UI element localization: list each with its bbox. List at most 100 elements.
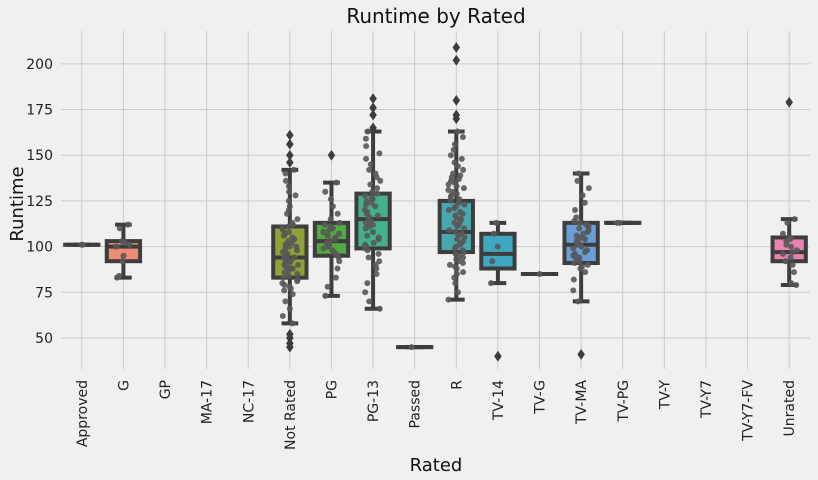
swarm-point [784,219,791,226]
x-tick-label: TV-Y [657,380,673,411]
swarm-point [119,258,126,265]
x-tick-label: TV-14 [491,380,507,421]
swarm-point [334,210,341,217]
box-group [562,170,600,360]
swarm-point [120,252,127,259]
y-tick-label: 100 [26,240,53,256]
swarm-point [285,183,292,190]
swarm-point [294,261,301,268]
swarm-point [446,227,453,234]
swarm-point [286,188,293,195]
y-tick-label: 200 [26,57,53,73]
swarm-point [576,225,583,232]
x-axis-ticks: Approved G GP MA-17 NC-17 Not Rated PG PG-13 Pas… [75,380,798,450]
swarm-point [570,245,577,252]
swarm-point [289,291,296,298]
x-tick-label: G [116,380,132,391]
swarm-point [450,146,457,153]
swarm-point [375,250,382,257]
swarm-point [494,243,501,250]
swarm-point [376,150,383,157]
swarm-point [289,320,296,327]
outlier-point [286,138,294,150]
swarm-point [459,133,466,140]
swarm-point [334,265,341,272]
outlier-point [494,350,502,362]
swarm-point [361,207,368,214]
swarm-point [374,190,381,197]
swarm-point [332,234,339,241]
x-tick-label: TV-MA [574,380,590,425]
outlier-point [286,328,294,340]
swarm-point [376,305,383,312]
x-tick-label: GP [158,380,174,399]
swarm-point [118,238,125,245]
swarm-point [445,207,452,214]
swarm-point [364,280,371,287]
swarm-point [573,238,580,245]
swarm-point [408,344,415,351]
swarm-point [116,272,123,279]
y-axis-ticks: 50 75 100 125 150 175 200 [26,57,53,347]
swarm-point [575,298,582,305]
swarm-point [362,135,369,142]
swarm-point [571,250,578,257]
swarm-point [361,192,368,199]
x-tick-label: TV-PG [616,380,632,423]
box-group [312,149,351,299]
swarm-point [125,221,132,228]
swarm-point [280,274,287,281]
swarm-point [113,243,120,250]
swarm-point [451,219,458,226]
swarm-point [282,298,289,305]
swarm-point [369,228,376,235]
swarm-point [572,207,579,214]
swarm-point [289,219,296,226]
swarm-point [493,219,500,226]
swarm-point [459,247,466,254]
swarm-point [291,254,298,261]
swarm-point [374,212,381,219]
swarm-point [279,225,286,232]
x-tick-label: NC-17 [241,380,257,423]
outlier-point [452,109,461,121]
swarm-point [363,155,370,162]
swarm-point [456,196,463,203]
outlier-point [452,42,461,53]
swarm-point [452,280,459,287]
swarm-point [453,270,460,277]
swarm-point [286,203,293,210]
box-group [479,219,517,362]
swarm-point [452,212,459,219]
swarm-point [369,188,376,195]
swarm-point [458,216,465,223]
x-axis-label: Rated [410,455,463,476]
outlier-point [785,96,793,108]
swarm-point [574,177,581,184]
swarm-point [320,245,327,252]
swarm-point [614,219,621,226]
grid-lines [61,31,810,369]
swarm-point [446,261,453,268]
swarm-point [585,185,592,192]
swarm-point [289,265,296,272]
swarm-point [576,219,583,226]
swarm-point [329,203,336,210]
swarm-point [116,225,123,232]
swarm-point [490,230,497,237]
swarm-point [362,289,369,296]
swarm-point [367,161,374,168]
swarm-point [779,230,786,237]
swarm-point [326,238,333,245]
swarm-point [584,261,591,268]
swarm-point [458,155,465,162]
swarm-point [285,272,292,279]
swarm-point [286,305,293,312]
box-group [396,344,434,351]
swarm-point [332,274,339,281]
swarm-point [780,250,787,257]
swarm-point [570,276,577,283]
swarm-point [370,239,377,246]
swarm-point [372,170,379,177]
swarm-point [451,159,458,166]
